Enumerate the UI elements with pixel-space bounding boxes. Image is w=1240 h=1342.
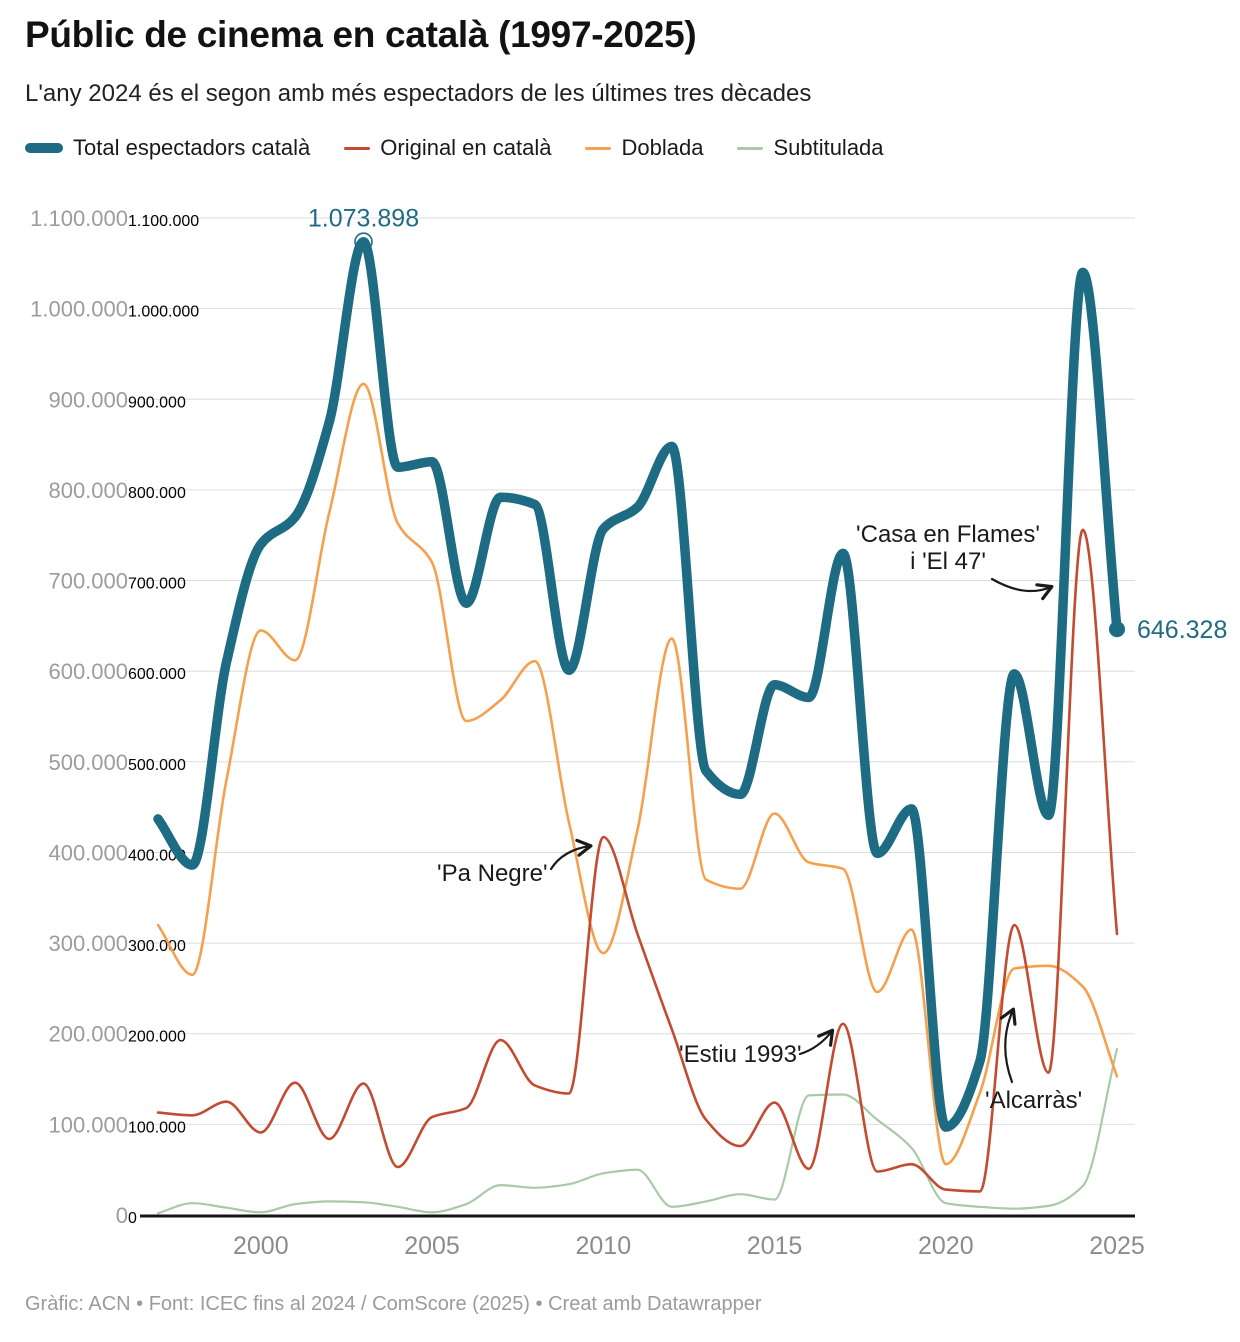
annotation-arrow-casa-en-flames <box>990 577 1054 601</box>
svg-text:700.000: 700.000 <box>128 576 186 593</box>
chart-header: Públic de cinema en català (1997-2025) L… <box>25 14 1215 161</box>
annotation-pa-negre: 'Pa Negre' <box>437 860 548 887</box>
x-axis-tick-label: 2005 <box>404 1232 460 1260</box>
series-line-total-espectadors-catal <box>153 236 1122 1132</box>
series-line-doblada <box>156 382 1119 1166</box>
y-axis-tick-label: 0 <box>116 1203 128 1228</box>
legend-swatch-doblada <box>585 146 612 150</box>
annotation-arrow-alcarras <box>999 1007 1017 1084</box>
y-axis-tick-label: 700.000 <box>48 569 128 594</box>
y-axis-tick-label: 500.000 <box>48 750 128 775</box>
legend-label: Subtitulada <box>773 135 884 160</box>
svg-text:600.000: 600.000 <box>128 666 186 683</box>
legend-item-total-espectadors-catal: Total espectadors català <box>25 135 310 161</box>
end-point-dot <box>1109 621 1125 638</box>
chart-subtitle: L'any 2024 és el segon amb més espectado… <box>25 80 812 107</box>
y-axis-tick-label: 600.000 <box>48 659 128 684</box>
legend-swatch-original-en-catal <box>344 146 371 150</box>
annotation-casa-en-flames: i 'El 47' <box>910 548 986 575</box>
legend-item-doblada: Doblada <box>585 135 703 161</box>
y-axis-tick-label: 400.000 <box>48 841 128 866</box>
svg-text:500.000: 500.000 <box>128 757 186 774</box>
svg-text:400.000: 400.000 <box>128 847 186 864</box>
page-title: Públic de cinema en català (1997-2025) <box>25 14 697 55</box>
legend-label: Doblada <box>621 135 704 160</box>
svg-text:1.000.000: 1.000.000 <box>128 304 199 321</box>
annotation-casa-en-flames: 'Casa en Flames' <box>856 521 1040 548</box>
y-axis-tick-label: 200.000 <box>48 1022 128 1047</box>
svg-text:0: 0 <box>128 1210 137 1227</box>
svg-text:800.000: 800.000 <box>128 485 186 502</box>
y-axis-tick-label: 100.000 <box>48 1112 128 1137</box>
svg-text:100.000: 100.000 <box>128 1119 186 1136</box>
y-axis-tick-label: 1.100.000 <box>30 206 128 231</box>
chart-footer: Gràfic: ACN • Font: ICEC fins al 2024 / … <box>25 1293 762 1315</box>
annotation-arrow-pa-negre <box>549 838 593 871</box>
svg-text:1.100.000: 1.100.000 <box>128 213 199 230</box>
legend-item-subtitulada: Subtitulada <box>737 135 884 161</box>
x-axis-tick-label: 2020 <box>918 1232 974 1260</box>
annotation-alcarras: 'Alcarràs' <box>985 1087 1082 1114</box>
x-axis-tick-label: 2000 <box>233 1232 289 1260</box>
legend-swatch-total-espectadors-catal <box>25 143 63 153</box>
y-axis-tick-label: 900.000 <box>48 387 128 412</box>
legend-swatch-subtitulada <box>737 146 764 150</box>
x-axis-tick-label: 2025 <box>1089 1232 1145 1260</box>
chart-legend: Total espectadors català Original en cata… <box>25 135 1215 161</box>
x-axis-tick-label: 2015 <box>747 1232 803 1260</box>
series-line-subtitulada <box>156 1048 1119 1215</box>
svg-text:300.000: 300.000 <box>128 938 186 955</box>
series-line-original-en-catal <box>156 528 1119 1193</box>
end-value-label: 646.328 <box>1137 616 1227 644</box>
legend-item-original-en-catal: Original en català <box>344 135 551 161</box>
legend-label: Original en català <box>380 135 552 160</box>
peak-value-label: 1.073.898 <box>308 205 419 233</box>
peak-marker-circle <box>354 232 373 251</box>
y-axis-tick-label: 1.000.000 <box>30 297 128 322</box>
annotation-estiu-1993: 'Estiu 1993' <box>679 1041 802 1068</box>
svg-text:900.000: 900.000 <box>128 394 186 411</box>
y-axis-tick-label: 800.000 <box>48 478 128 503</box>
svg-text:200.000: 200.000 <box>128 1029 186 1046</box>
x-axis-tick-label: 2010 <box>575 1232 631 1260</box>
y-axis-tick-label: 300.000 <box>48 931 128 956</box>
annotation-arrow-estiu-1993 <box>798 1028 835 1056</box>
legend-label: Total espectadors català <box>73 135 311 160</box>
